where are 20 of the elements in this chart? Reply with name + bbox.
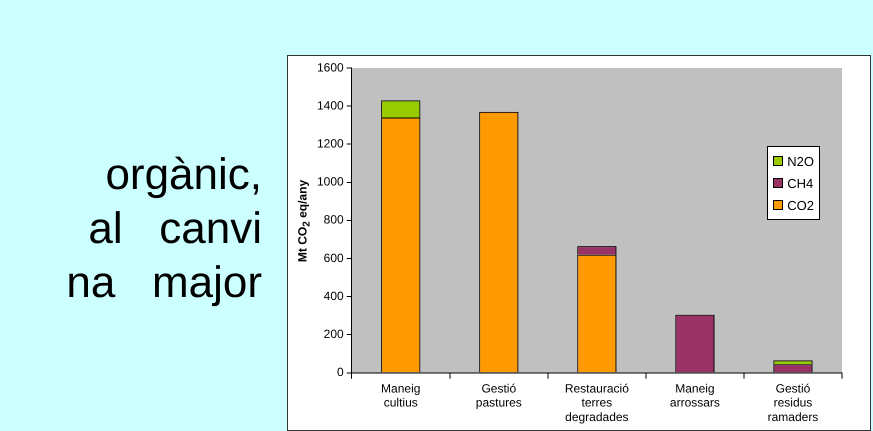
legend-label: N2O [787, 154, 814, 168]
x-tick-label: Maneig arrossars [670, 381, 720, 410]
text: orgànic, [104, 149, 262, 201]
y-tick-label: 1600 [316, 60, 344, 74]
y-tick-label: 1000 [316, 174, 344, 189]
x-tick-label: Gestió residus ramaders [768, 381, 818, 424]
y-tick-label: 1400 [316, 98, 344, 112]
y-tick-label: 0 [337, 365, 344, 380]
legend-label: CH4 [787, 176, 814, 190]
x-tick-label: Restauració terres degradades [564, 381, 630, 424]
y-tick-label: 800 [324, 212, 344, 227]
y-tick-label: 600 [324, 250, 344, 265]
x-tick-label: Gestió pastures [476, 381, 522, 410]
x-tick-label: Maneig cultius [381, 381, 420, 410]
y-tick-label: 1200 [316, 136, 344, 151]
y-tick-label: 200 [324, 327, 344, 342]
legend-label: CO2 [787, 198, 814, 212]
text: al canvi [87, 203, 262, 255]
y-tick-label: 400 [324, 288, 344, 303]
text: na major [65, 257, 262, 309]
